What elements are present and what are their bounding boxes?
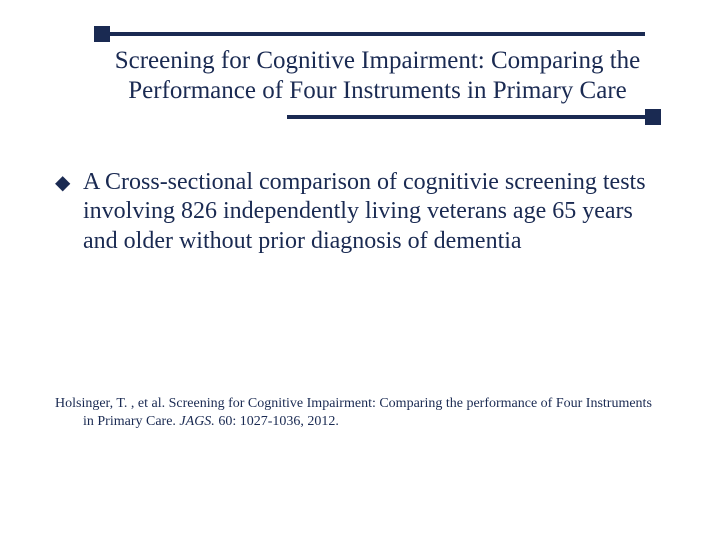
slide: Screening for Cognitive Impairment: Comp… [0,0,720,540]
diamond-bullet-icon: ◆ [55,168,83,196]
citation-journal: JAGS. [179,414,214,429]
slide-title: Screening for Cognitive Impairment: Comp… [110,40,645,113]
top-rule [110,32,645,36]
citation-suffix: 60: 1027-1036, 2012. [215,414,339,429]
bottom-rule [287,115,645,119]
body-area: ◆ A Cross-sectional comparison of cognit… [55,168,665,256]
citation-prefix: Holsinger, T. , et al. Screening for Cog… [55,396,652,429]
title-block: Screening for Cognitive Impairment: Comp… [110,40,645,113]
bullet-item: ◆ A Cross-sectional comparison of cognit… [55,168,665,256]
citation: Holsinger, T. , et al. Screening for Cog… [55,395,665,430]
bullet-text: A Cross-sectional comparison of cognitiv… [83,168,665,256]
